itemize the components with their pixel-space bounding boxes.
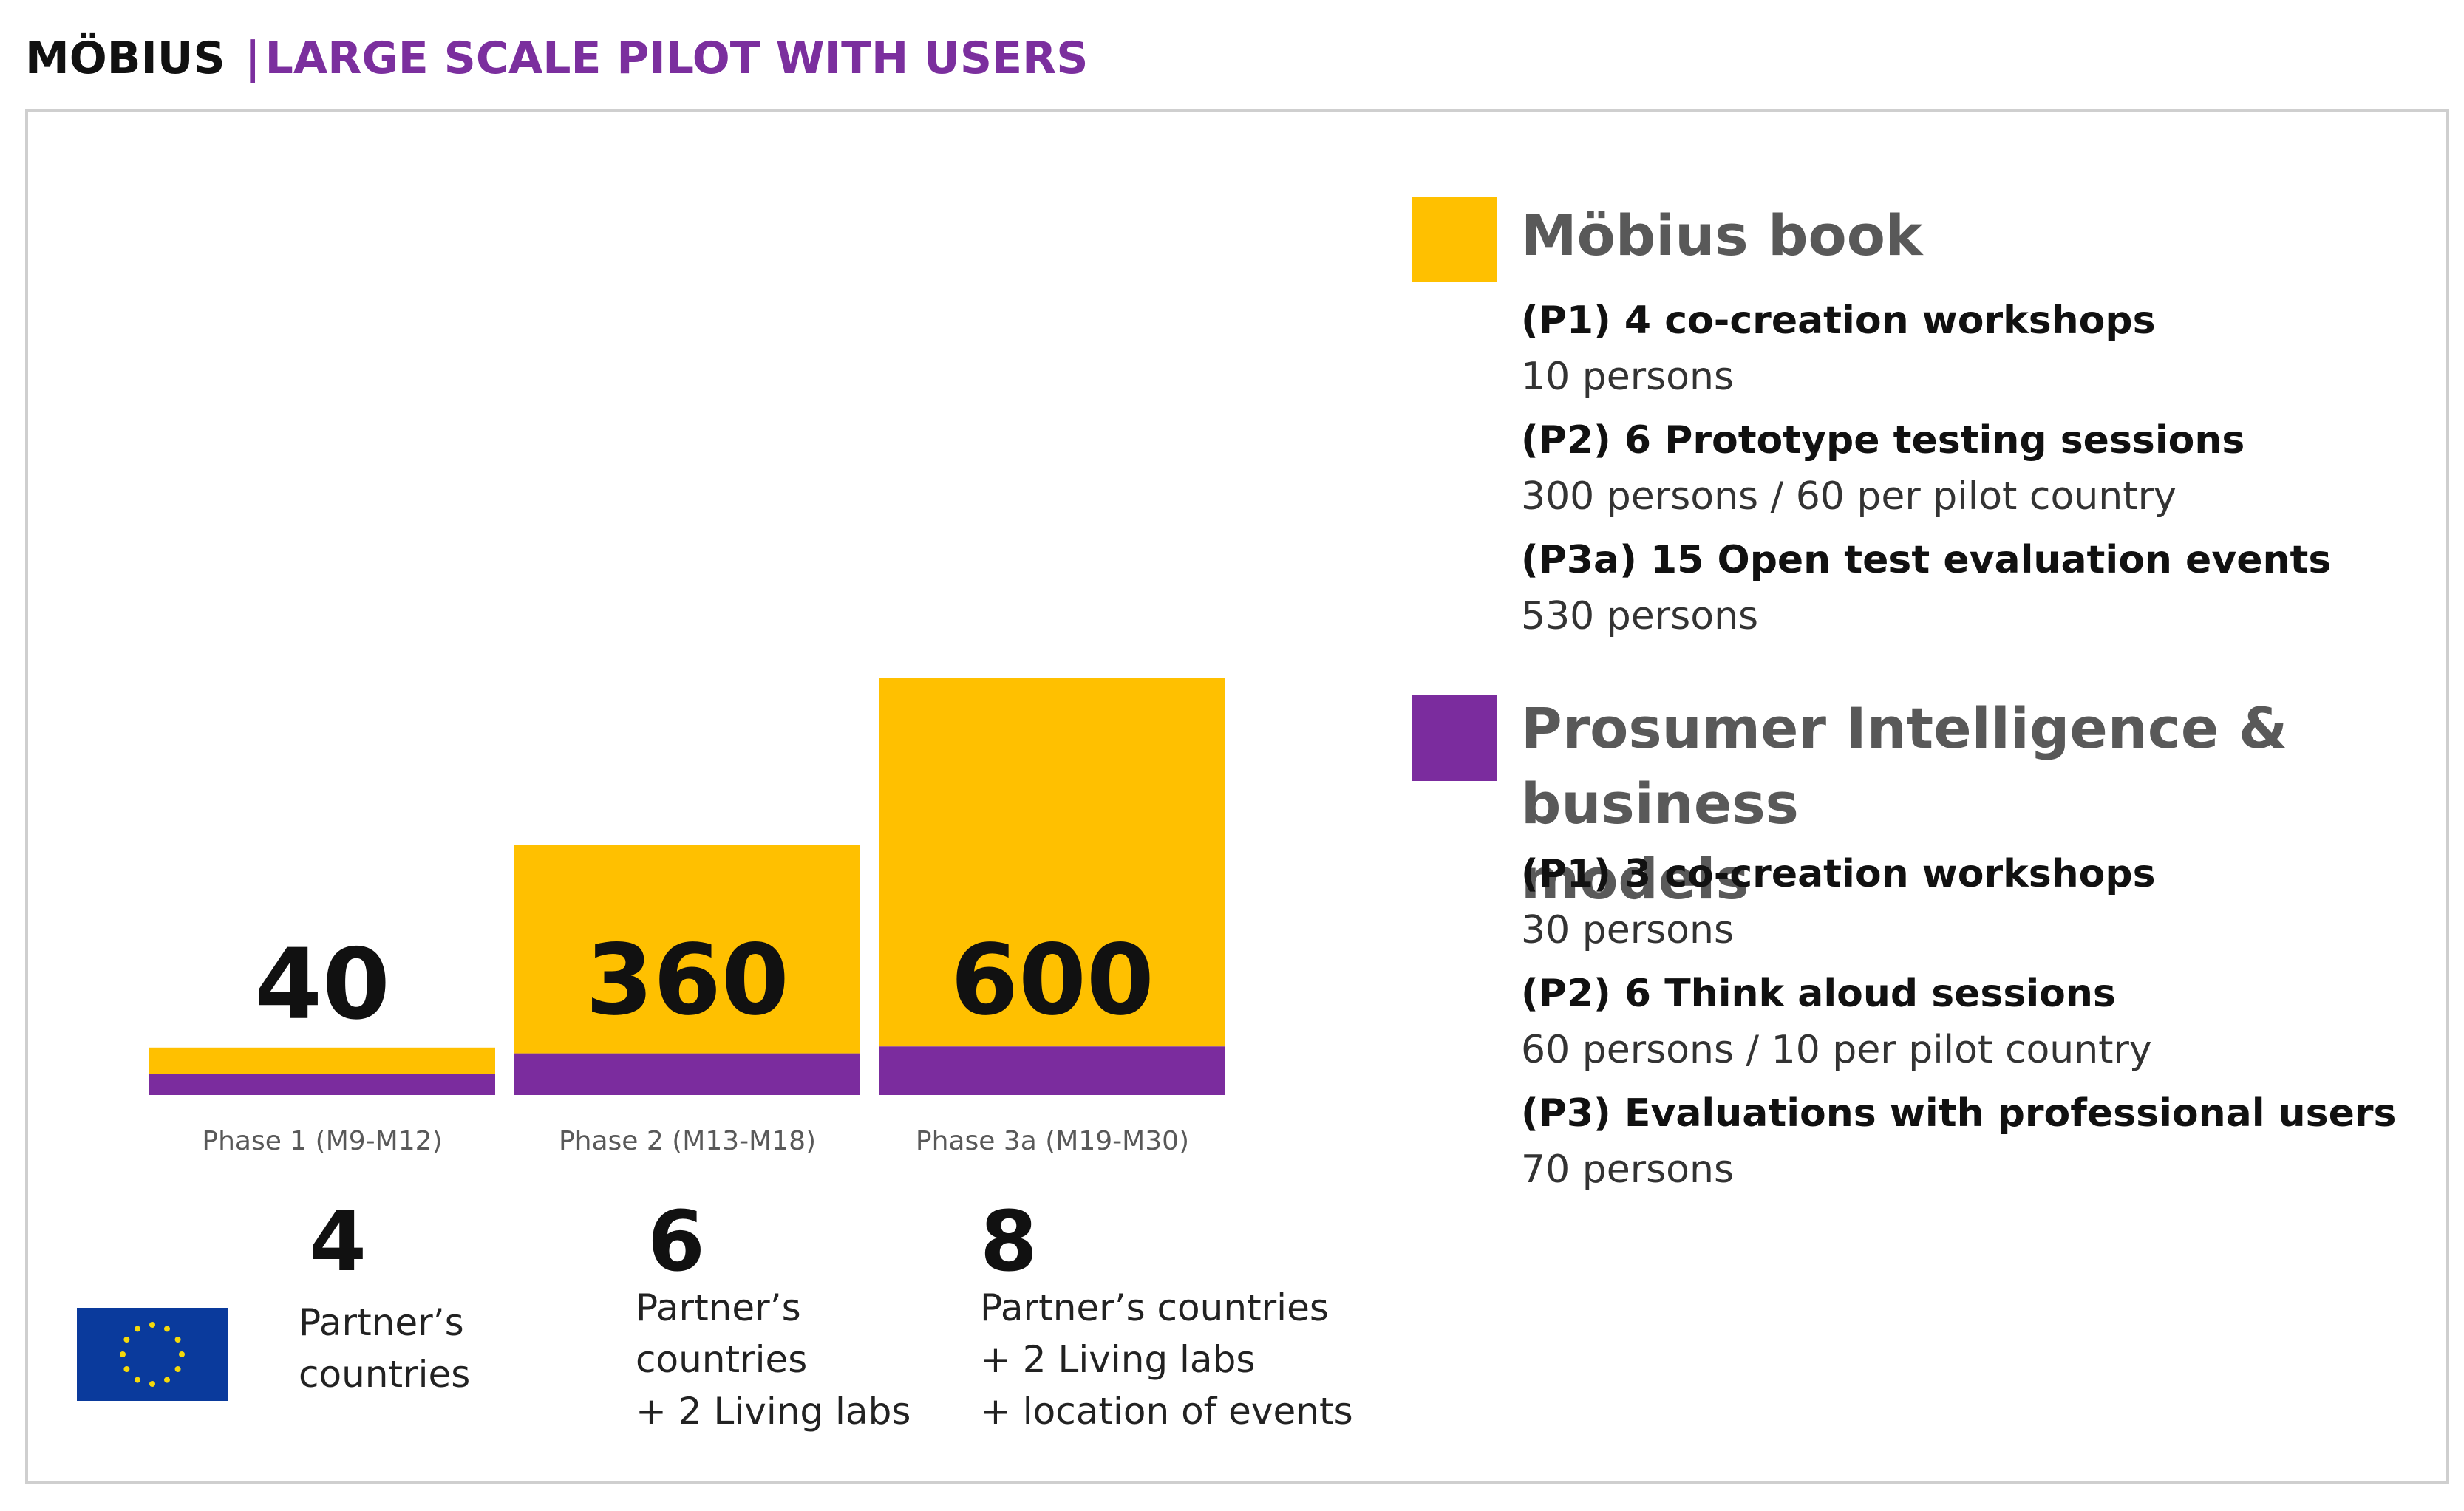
legend-items-mobius-book: (P1) 4 co-creation workshops 10 persons … [1521, 293, 2408, 652]
bar-segment-prosumer [514, 1053, 860, 1095]
legend-items-prosumer: (P1) 3 co-creation workshops 30 persons … [1521, 846, 2408, 1205]
legend-prosumer: Prosumer Intelligence & business models … [1412, 691, 2417, 1238]
legend-item-sub: 30 persons [1521, 908, 1735, 952]
bar-total-label: 600 [950, 924, 1154, 1037]
legend-item-sub: 530 persons [1521, 594, 1759, 638]
legend-title-mobius-book: Möbius book [1521, 202, 1923, 268]
eu-star-icon [164, 1326, 170, 1332]
phase-tick-label: Phase 3a (M19-M30) [916, 1126, 1189, 1156]
eu-stars-icon [120, 1322, 185, 1387]
legend-mobius-book: Möbius book (P1) 4 co-creation workshops… [1412, 194, 2417, 666]
eu-star-icon [123, 1337, 130, 1343]
legend-item: (P3a) 15 Open test evaluation events 530… [1521, 532, 2408, 644]
stat-number-phase1: 4 [309, 1194, 367, 1290]
stat-number-phase3: 8 [980, 1194, 1038, 1290]
legend-swatch-prosumer [1412, 695, 1497, 781]
legend-item: (P3) Evaluations with professional users… [1521, 1085, 2408, 1198]
legend-item: (P1) 4 co-creation workshops 10 persons [1521, 293, 2408, 405]
eu-star-icon [149, 1322, 155, 1328]
legend-item-title: (P3a) 15 Open test evaluation events [1521, 538, 2332, 582]
legend-item-sub: 70 persons [1521, 1147, 1735, 1192]
stat-desc-phase3: Partner’s countries + 2 Living labs + lo… [980, 1282, 1353, 1437]
bar-segment-mobius-book [514, 845, 860, 1054]
bar-segment-mobius-book [149, 1047, 495, 1074]
legend-item-sub: 300 persons / 60 per pilot country [1521, 474, 2177, 519]
page-subtitle: LARGE SCALE PILOT WITH USERS [265, 33, 1089, 84]
legend-item: (P2) 6 Prototype testing sessions 300 pe… [1521, 412, 2408, 525]
bar-segment-prosumer [879, 1046, 1225, 1095]
legend-title-line: Prosumer Intelligence & business [1521, 695, 2288, 836]
stat-desc-phase2: Partner’s countries + 2 Living labs [636, 1282, 911, 1437]
eu-star-icon [179, 1351, 185, 1357]
stat-line: Partner’s [299, 1301, 464, 1344]
bar-total-label: 360 [585, 924, 789, 1037]
eu-star-icon [164, 1377, 170, 1383]
legend-title-prosumer: Prosumer Intelligence & business models [1521, 691, 2417, 917]
brand-title: MÖBIUS [25, 33, 225, 84]
stat-line: Partner’s [636, 1286, 801, 1329]
stat-line: + 2 Living labs [636, 1390, 911, 1433]
eu-star-icon [149, 1381, 155, 1387]
eu-star-icon [135, 1326, 140, 1332]
eu-star-icon [120, 1351, 126, 1357]
stat-line: countries [636, 1338, 808, 1381]
stat-line: countries [299, 1353, 471, 1396]
phase-tick-label: Phase 2 (M13-M18) [559, 1126, 816, 1156]
stat-desc-phase1: Partner’s countries [299, 1297, 470, 1400]
bar-total-label: 40 [254, 928, 390, 1042]
stat-number-phase2: 6 [647, 1194, 705, 1290]
eu-flag-icon [77, 1308, 228, 1401]
legend-item: (P2) 6 Think aloud sessions 60 persons /… [1521, 966, 2408, 1078]
legend-item-title: (P1) 3 co-creation workshops [1521, 852, 2156, 896]
legend-item: (P1) 3 co-creation workshops 30 persons [1521, 846, 2408, 958]
stat-line: + location of events [980, 1390, 1353, 1433]
legend-item-title: (P3) Evaluations with professional users [1521, 1091, 2397, 1136]
title-separator: | [244, 33, 261, 84]
page-header: MÖBIUS | LARGE SCALE PILOT WITH USERS [25, 25, 1089, 92]
legend-swatch-mobius-book [1412, 197, 1497, 282]
eu-star-icon [123, 1366, 130, 1372]
legend-item-sub: 10 persons [1521, 355, 1735, 399]
legend-item-title: (P1) 4 co-creation workshops [1521, 299, 2156, 343]
legend-title-line: models [1521, 846, 1749, 912]
legend-item-sub: 60 persons / 10 per pilot country [1521, 1028, 2152, 1072]
legend-item-title: (P2) 6 Think aloud sessions [1521, 972, 2116, 1016]
bar-segment-mobius-book [879, 678, 1225, 1047]
content-frame [25, 109, 2449, 1484]
bar-segment-prosumer [149, 1074, 495, 1095]
eu-star-icon [135, 1377, 140, 1383]
eu-star-icon [174, 1366, 181, 1372]
phase-tick-label: Phase 1 (M9-M12) [202, 1126, 442, 1156]
legend-item-title: (P2) 6 Prototype testing sessions [1521, 418, 2245, 463]
stat-line: + 2 Living labs [980, 1338, 1256, 1381]
stat-line: Partner’s countries [980, 1286, 1329, 1329]
eu-star-icon [174, 1337, 181, 1343]
